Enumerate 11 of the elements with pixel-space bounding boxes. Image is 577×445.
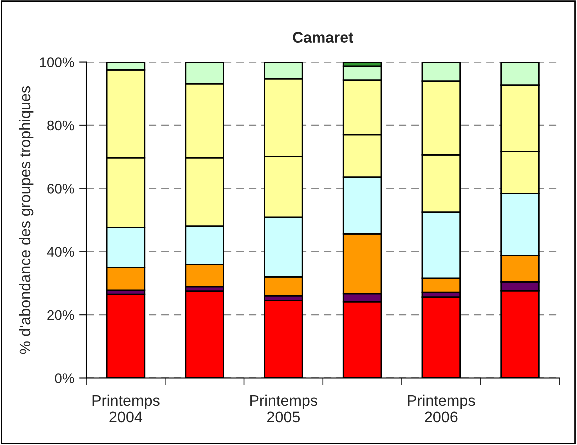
- y-tick-label: 20%: [48, 310, 74, 320]
- y-tick-label: 100%: [40, 58, 74, 68]
- x-tick-label: Printemps 2005: [250, 394, 318, 423]
- x-tick-label: Printemps 2006: [408, 394, 476, 423]
- y-tick-label: 40%: [47, 247, 74, 258]
- y-tick-label: 60%: [48, 184, 74, 194]
- chart-title: Camaret: [293, 32, 354, 44]
- y-tick-label: 0%: [55, 374, 74, 384]
- y-tick-label: 80%: [48, 120, 74, 131]
- y-axis-title: % d'abondance des groupes trophiques: [19, 86, 34, 354]
- x-tick-label: Printemps 2004: [92, 394, 160, 423]
